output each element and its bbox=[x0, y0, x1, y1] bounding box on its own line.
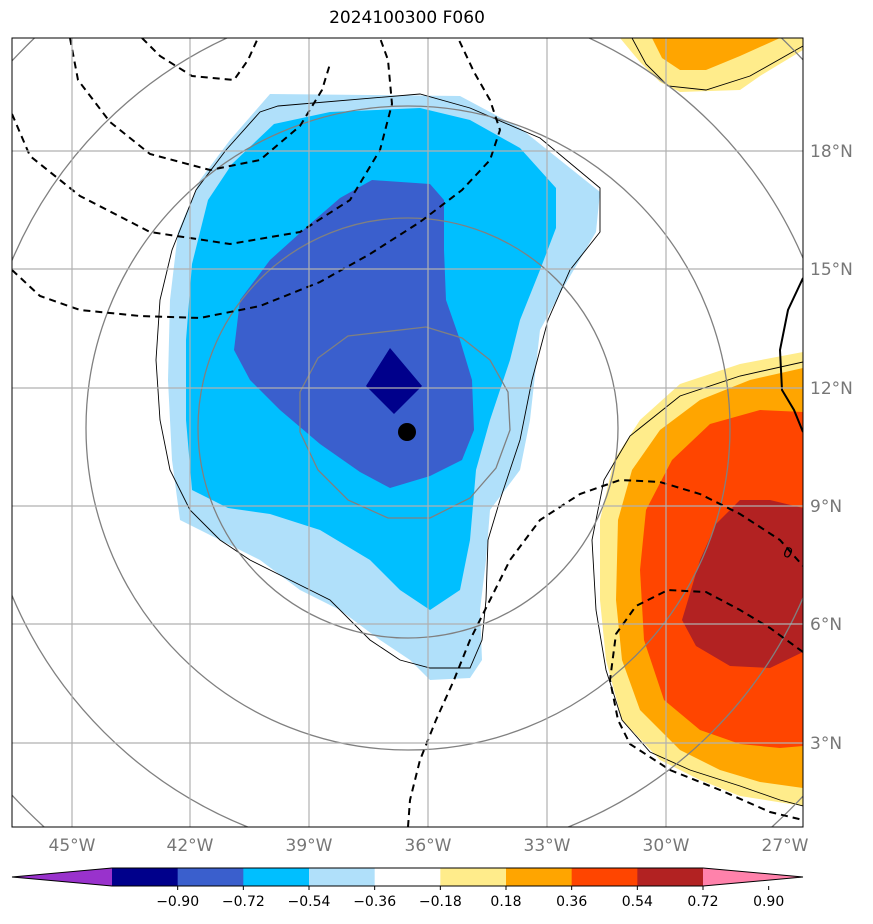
colorbar: −0.90 −0.72 −0.54 −0.36 −0.18 0.18 0.36 0.54 0.7… bbox=[11, 867, 804, 910]
colorbar-segment bbox=[309, 868, 376, 886]
ring-2 bbox=[197, 217, 619, 639]
lon-label-30w: 30°W bbox=[643, 836, 690, 856]
colorbar-tick-label: −0.90 bbox=[156, 894, 199, 910]
dashed-contour-6 bbox=[608, 588, 803, 821]
lon-label-27w: 27°W bbox=[762, 836, 809, 856]
colorbar-segment bbox=[374, 868, 441, 886]
colorbar-tick-label: −0.18 bbox=[419, 894, 462, 910]
lat-label-12n: 12°N bbox=[810, 379, 853, 399]
storm-center-marker bbox=[398, 423, 416, 441]
dashed-contour-1 bbox=[69, 38, 331, 172]
colorbar-tick-label: −0.36 bbox=[353, 894, 396, 910]
colorbar-outline bbox=[11, 867, 804, 887]
lon-label-36w: 36°W bbox=[405, 836, 452, 856]
lat-label-6n: 6°N bbox=[810, 615, 842, 635]
colorbar-tick-label: −0.54 bbox=[288, 894, 331, 910]
ring-3 bbox=[85, 105, 731, 751]
colorbar-segment bbox=[571, 868, 638, 886]
colorbar-segment bbox=[637, 868, 704, 886]
shade-level-pos-072 bbox=[682, 500, 803, 668]
lon-labels: 45°W 42°W 39°W 36°W 33°W 30°W 27°W bbox=[49, 836, 809, 856]
lat-label-9n: 9°N bbox=[810, 497, 842, 517]
colorbar-segment bbox=[243, 868, 310, 886]
lat-label-15n: 15°N bbox=[810, 260, 853, 280]
zero-contour bbox=[778, 277, 803, 433]
dashed-contour-3 bbox=[12, 38, 394, 246]
colorbar-extend-high bbox=[703, 868, 803, 886]
lon-label-45w: 45°W bbox=[49, 836, 96, 856]
lon-label-39w: 39°W bbox=[286, 836, 333, 856]
colorbar-segment bbox=[112, 868, 179, 886]
lon-label-42w: 42°W bbox=[167, 836, 214, 856]
lat-labels: 18°N 15°N 12°N 9°N 6°N 3°N bbox=[810, 142, 853, 754]
colorbar-tick-label: −0.72 bbox=[222, 894, 265, 910]
colorbar-extend-low bbox=[12, 868, 112, 886]
dashed-contour-2 bbox=[141, 38, 259, 82]
colorbar-segment bbox=[440, 868, 507, 886]
lon-label-33w: 33°W bbox=[524, 836, 571, 856]
colorbar-tick-label: 0.18 bbox=[490, 894, 521, 910]
colorbar-segment bbox=[177, 868, 244, 886]
colorbar-tick-label: 0.90 bbox=[753, 894, 784, 910]
colorbar-tick-label: 0.54 bbox=[622, 894, 653, 910]
colorbar-segment bbox=[506, 868, 573, 886]
lat-label-3n: 3°N bbox=[810, 734, 842, 754]
outline-contour-west bbox=[155, 93, 601, 669]
map-title: 2024100300 F060 bbox=[329, 8, 485, 28]
outline-contour-ne bbox=[631, 38, 803, 91]
dashed-contour-4 bbox=[12, 38, 502, 320]
shade-level-neg-072 bbox=[366, 348, 422, 414]
lat-label-18n: 18°N bbox=[810, 142, 853, 162]
shade-level-pos-036-ne bbox=[652, 38, 780, 70]
outline-contour-east bbox=[591, 361, 803, 807]
plot-frame bbox=[11, 37, 804, 828]
shade-level-neg-054 bbox=[234, 180, 474, 488]
colorbar-tick-label: 0.36 bbox=[556, 894, 587, 910]
gridlines bbox=[12, 38, 803, 827]
colorbar-tick-label: 0.72 bbox=[687, 894, 718, 910]
